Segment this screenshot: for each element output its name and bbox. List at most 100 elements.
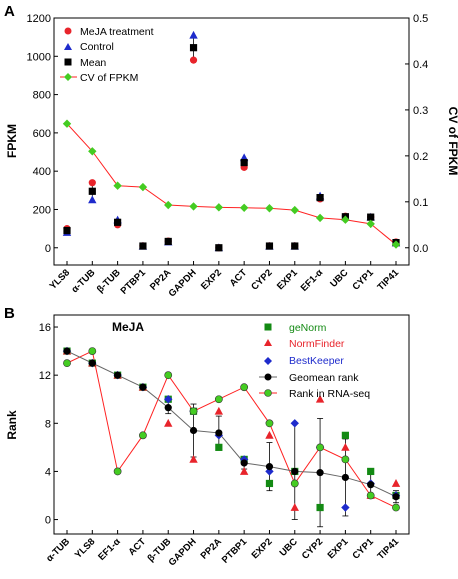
geomean-rank-point	[240, 459, 248, 467]
mean-point	[240, 158, 248, 167]
rank-in-rna-seq-point	[265, 419, 274, 428]
control-point	[88, 195, 97, 204]
mean-point	[114, 218, 122, 226]
cv-of-fpkm-point	[189, 202, 198, 211]
legend-cv-label: CV of FPKM	[80, 72, 138, 84]
b-ytick-label: 16	[39, 322, 51, 334]
panel-b-legend: geNorm NormFinder BestKeeper Geomean ran…	[259, 322, 370, 400]
cv-of-fpkm-point	[315, 213, 325, 223]
b-category-tip41: TIP41	[375, 536, 401, 562]
geomean-rank-point	[189, 426, 198, 435]
panel-b-letter: B	[4, 305, 15, 322]
b-category-yls8: YLS8	[73, 536, 98, 561]
rank-in-rna-seq-point	[214, 395, 223, 404]
a-category-cyp2: CYP2	[249, 267, 274, 292]
legend-meja-marker	[64, 27, 72, 35]
a-category-act: ACT	[228, 267, 250, 289]
rank-in-rna-seq-point	[240, 383, 249, 392]
normfinder-point	[265, 430, 274, 439]
bestkeeper-point	[164, 395, 173, 404]
geomean-rank-point	[114, 371, 122, 379]
a-ytick-label: 800	[33, 90, 51, 102]
a-y2tick-label: 0.5	[413, 13, 428, 25]
legend-normfinder-label: NormFinder	[289, 338, 345, 350]
a-ytick-label: 0	[45, 243, 51, 255]
cv-of-fpkm-line	[66, 123, 397, 245]
cv-of-fpkm-point	[239, 203, 249, 212]
a-y2tick-label: 0.4	[413, 59, 428, 71]
a-category-ptbp1: PTBP1	[119, 267, 149, 297]
cv-of-fpkm-point	[138, 182, 148, 192]
a-ytick-label: 1000	[27, 51, 51, 63]
genorm-point	[215, 443, 223, 451]
panel-a-frame	[53, 17, 410, 266]
legend-rnaseq-label: Rank in RNA-seq	[289, 388, 370, 400]
legend-mean-label: Mean	[80, 57, 106, 69]
normfinder-point	[164, 418, 173, 427]
geomean-rank-point	[88, 359, 96, 367]
cv-of-fpkm-point	[265, 204, 274, 213]
a-ytick-label: 200	[33, 204, 51, 216]
b-category-exp1: EXP1	[326, 536, 351, 561]
geomean-rank-point	[392, 493, 400, 501]
rank-in-rna-seq-point	[88, 347, 97, 355]
rank-in-rna-seq-point	[290, 479, 299, 488]
legend-control-label: Control	[80, 41, 114, 53]
legend-control-marker	[64, 43, 72, 50]
cv-of-fpkm-point	[391, 240, 401, 249]
rank-in-rna-seq-point	[113, 467, 122, 476]
legend-mean-marker	[64, 58, 72, 66]
normfinder-point	[189, 454, 198, 463]
normfinder-point	[391, 479, 401, 487]
b-category-gapdh: GAPDH	[167, 536, 199, 568]
cv-of-fpkm-point	[366, 219, 375, 229]
mean-point	[291, 242, 299, 250]
geomean-rank-point	[367, 481, 375, 489]
b-ytick-label: 0	[45, 515, 51, 527]
legend-rnaseq-marker	[264, 389, 272, 397]
mean-point	[189, 44, 198, 52]
genorm-point	[367, 467, 375, 476]
legend-bestkeeper-marker	[264, 357, 272, 365]
rank-in-rna-seq-point	[164, 371, 173, 380]
panel-a-y-axis-title: FPKM	[5, 124, 19, 158]
b-category-act: ACT	[126, 536, 148, 558]
mean-point	[265, 242, 274, 250]
rank-in-rna-seq-point	[316, 443, 324, 452]
panel-a-marks	[62, 30, 401, 252]
geomean-rank-point	[291, 467, 299, 476]
a-ytick-label: 400	[33, 166, 51, 178]
legend-cv-marker	[64, 73, 72, 81]
normfinder-point	[290, 503, 299, 511]
cv-of-fpkm-point	[113, 181, 122, 190]
b-category-cyp2: CYP2	[300, 536, 325, 561]
a-category-exp2: EXP2	[199, 267, 224, 292]
control-point	[189, 30, 198, 39]
cv-of-fpkm-point	[341, 215, 350, 224]
b-category-cyp1: CYP1	[350, 536, 376, 562]
geomean-rank-point	[215, 429, 223, 437]
panel-b-axis-ticks: 0 4 8 12 16	[39, 322, 58, 527]
a-category-cyp1: CYP1	[350, 267, 376, 293]
rank-in-rna-seq-point	[392, 503, 400, 512]
panel-b-y-axis-title: Rank	[5, 410, 19, 440]
legend-normfinder-marker	[264, 339, 272, 346]
geomean-rank-point	[316, 469, 324, 477]
a-y2tick-label: 0.3	[413, 105, 428, 117]
legend-meja-label: MeJA treatment	[80, 26, 154, 38]
mean-point	[316, 194, 324, 202]
a-category-gapdh: GAPDH	[167, 267, 199, 299]
normfinder-point	[315, 394, 325, 403]
geomean-rank-point	[63, 347, 71, 355]
cv-of-fpkm-point	[164, 200, 173, 210]
mean-point	[88, 187, 96, 195]
a-category-ubc: UBC	[328, 267, 350, 289]
genorm-point	[316, 503, 324, 512]
b-ytick-label: 8	[45, 418, 51, 430]
panel-b-marks	[62, 346, 401, 528]
a-y2tick-label: 0.1	[413, 197, 428, 209]
a-category-tip41: TIP41	[375, 267, 401, 293]
a-category-tub: β-TUB	[95, 267, 123, 295]
mean-point	[139, 242, 147, 250]
